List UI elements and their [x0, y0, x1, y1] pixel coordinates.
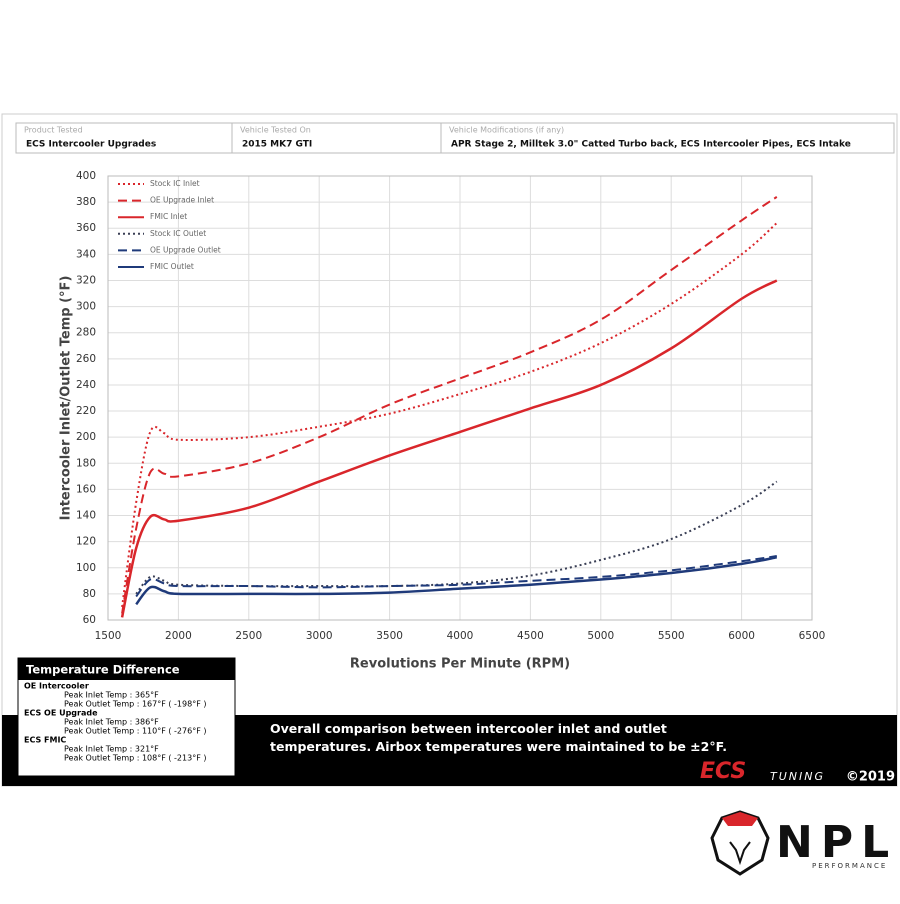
header-box	[15, 122, 895, 154]
y-tick-label: 300	[76, 301, 96, 313]
y-tick-label: 160	[76, 483, 96, 495]
temp-group: ECS FMIC	[24, 736, 66, 745]
logo-name: NPL	[776, 817, 897, 868]
y-tick-label: 360	[76, 222, 96, 234]
copyright: ©2019	[846, 770, 895, 785]
y-tick-label: 80	[83, 588, 96, 600]
series-line	[135, 480, 778, 595]
x-tick-label: 4500	[517, 630, 544, 642]
x-tick-label: 6000	[728, 630, 755, 642]
series-line	[121, 222, 778, 608]
temp-line: Peak Outlet Temp : 108°F ( -213°F )	[64, 754, 206, 763]
y-tick-label: 140	[76, 510, 96, 522]
y-tick-label: 400	[76, 170, 96, 182]
legend-label: FMIC Outlet	[150, 262, 194, 271]
y-tick-label: 180	[76, 457, 96, 469]
x-tick-label: 6500	[799, 630, 826, 642]
plot-frame	[107, 175, 813, 621]
lion-icon	[710, 810, 770, 876]
legend-label: FMIC Inlet	[150, 212, 187, 221]
logo-sub: PERFORMANCE	[812, 862, 887, 870]
caption: Overall comparison between intercooler i…	[270, 721, 728, 754]
brand-sub: TUNING	[770, 770, 825, 783]
field-label: Vehicle Modifications (if any)	[449, 126, 564, 135]
temp-line: Peak Inlet Temp : 386°F	[64, 718, 159, 727]
x-tick-label: 3500	[376, 630, 403, 642]
x-tick-label: 5500	[658, 630, 685, 642]
series-line	[121, 196, 778, 614]
field-label: Product Tested	[24, 126, 83, 135]
y-tick-label: 100	[76, 562, 96, 574]
x-tick-label: 4000	[447, 630, 474, 642]
y-tick-label: 320	[76, 274, 96, 286]
y-tick-label: 220	[76, 405, 96, 417]
y-tick-label: 200	[76, 431, 96, 443]
x-tick-label: 5000	[587, 630, 614, 642]
legend-label: OE Upgrade Inlet	[150, 196, 214, 205]
x-tick-label: 3000	[306, 630, 333, 642]
y-tick-label: 60	[83, 614, 96, 626]
temp-line: Peak Inlet Temp : 321°F	[64, 745, 159, 754]
field-value: 2015 MK7 GTI	[242, 140, 312, 150]
x-tick-label: 2500	[235, 630, 262, 642]
temp-group: OE Intercooler	[24, 682, 89, 691]
temp-line: Peak Inlet Temp : 365°F	[64, 691, 159, 700]
series-line	[120, 279, 778, 618]
y-axis-title: Intercooler Inlet/Outlet Temp (°F)	[59, 276, 74, 521]
brand: ECS	[700, 759, 746, 784]
temp-line: Peak Outlet Temp : 110°F ( -276°F )	[64, 727, 206, 736]
legend-label: OE Upgrade Outlet	[150, 245, 221, 254]
x-tick-label: 1500	[95, 630, 122, 642]
y-tick-label: 280	[76, 327, 96, 339]
y-tick-label: 120	[76, 536, 96, 548]
temp-line: Peak Outlet Temp : 167°F ( -198°F )	[64, 700, 206, 709]
field-label: Vehicle Tested On	[240, 126, 311, 135]
y-tick-label: 260	[76, 353, 96, 365]
field-value: APR Stage 2, Milltek 3.0" Catted Turbo b…	[451, 140, 851, 150]
temp-box-title: Temperature Difference	[26, 663, 180, 677]
x-tick-label: 2000	[165, 630, 192, 642]
field-value: ECS Intercooler Upgrades	[26, 140, 156, 150]
legend-label: Stock IC Inlet	[150, 179, 200, 188]
temp-box-title-bg	[18, 658, 235, 680]
temp-group: ECS OE Upgrade	[24, 709, 98, 718]
x-axis-title: Revolutions Per Minute (RPM)	[350, 657, 570, 672]
series-line	[135, 556, 778, 606]
legend-label: Stock IC Outlet	[150, 229, 206, 238]
y-tick-label: 340	[76, 248, 96, 260]
y-tick-label: 240	[76, 379, 96, 391]
y-tick-label: 380	[76, 196, 96, 208]
